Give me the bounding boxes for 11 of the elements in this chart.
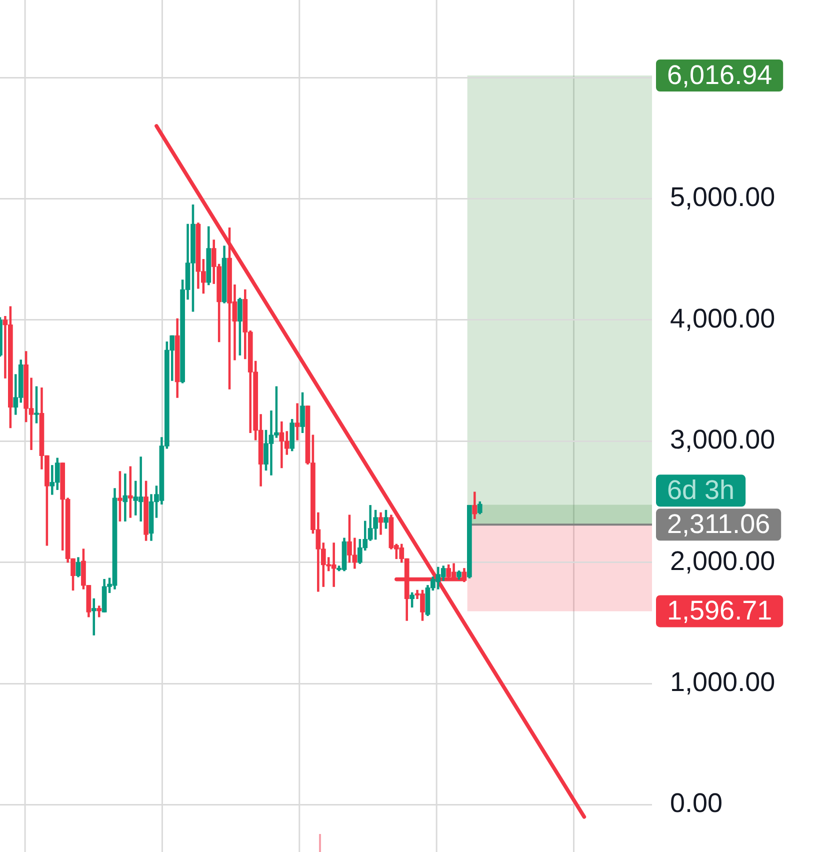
band-label: 1,596.71 xyxy=(667,596,772,626)
y-tick-label: 3,000.00 xyxy=(670,424,776,455)
band-label: 6,016.94 xyxy=(667,60,772,90)
y-tick-label: 0.00 xyxy=(670,788,723,818)
candlestick xyxy=(294,403,300,440)
ref-line-label: 2,311.06 xyxy=(667,509,770,540)
y-tick-label: 5,000.00 xyxy=(670,182,776,212)
text: 6d 3h xyxy=(667,475,735,506)
y-tick-label: 4,000.00 xyxy=(670,303,776,334)
y-tick-label: 2,000.00 xyxy=(670,546,776,576)
y-tick-label: 1,000.00 xyxy=(670,666,776,697)
